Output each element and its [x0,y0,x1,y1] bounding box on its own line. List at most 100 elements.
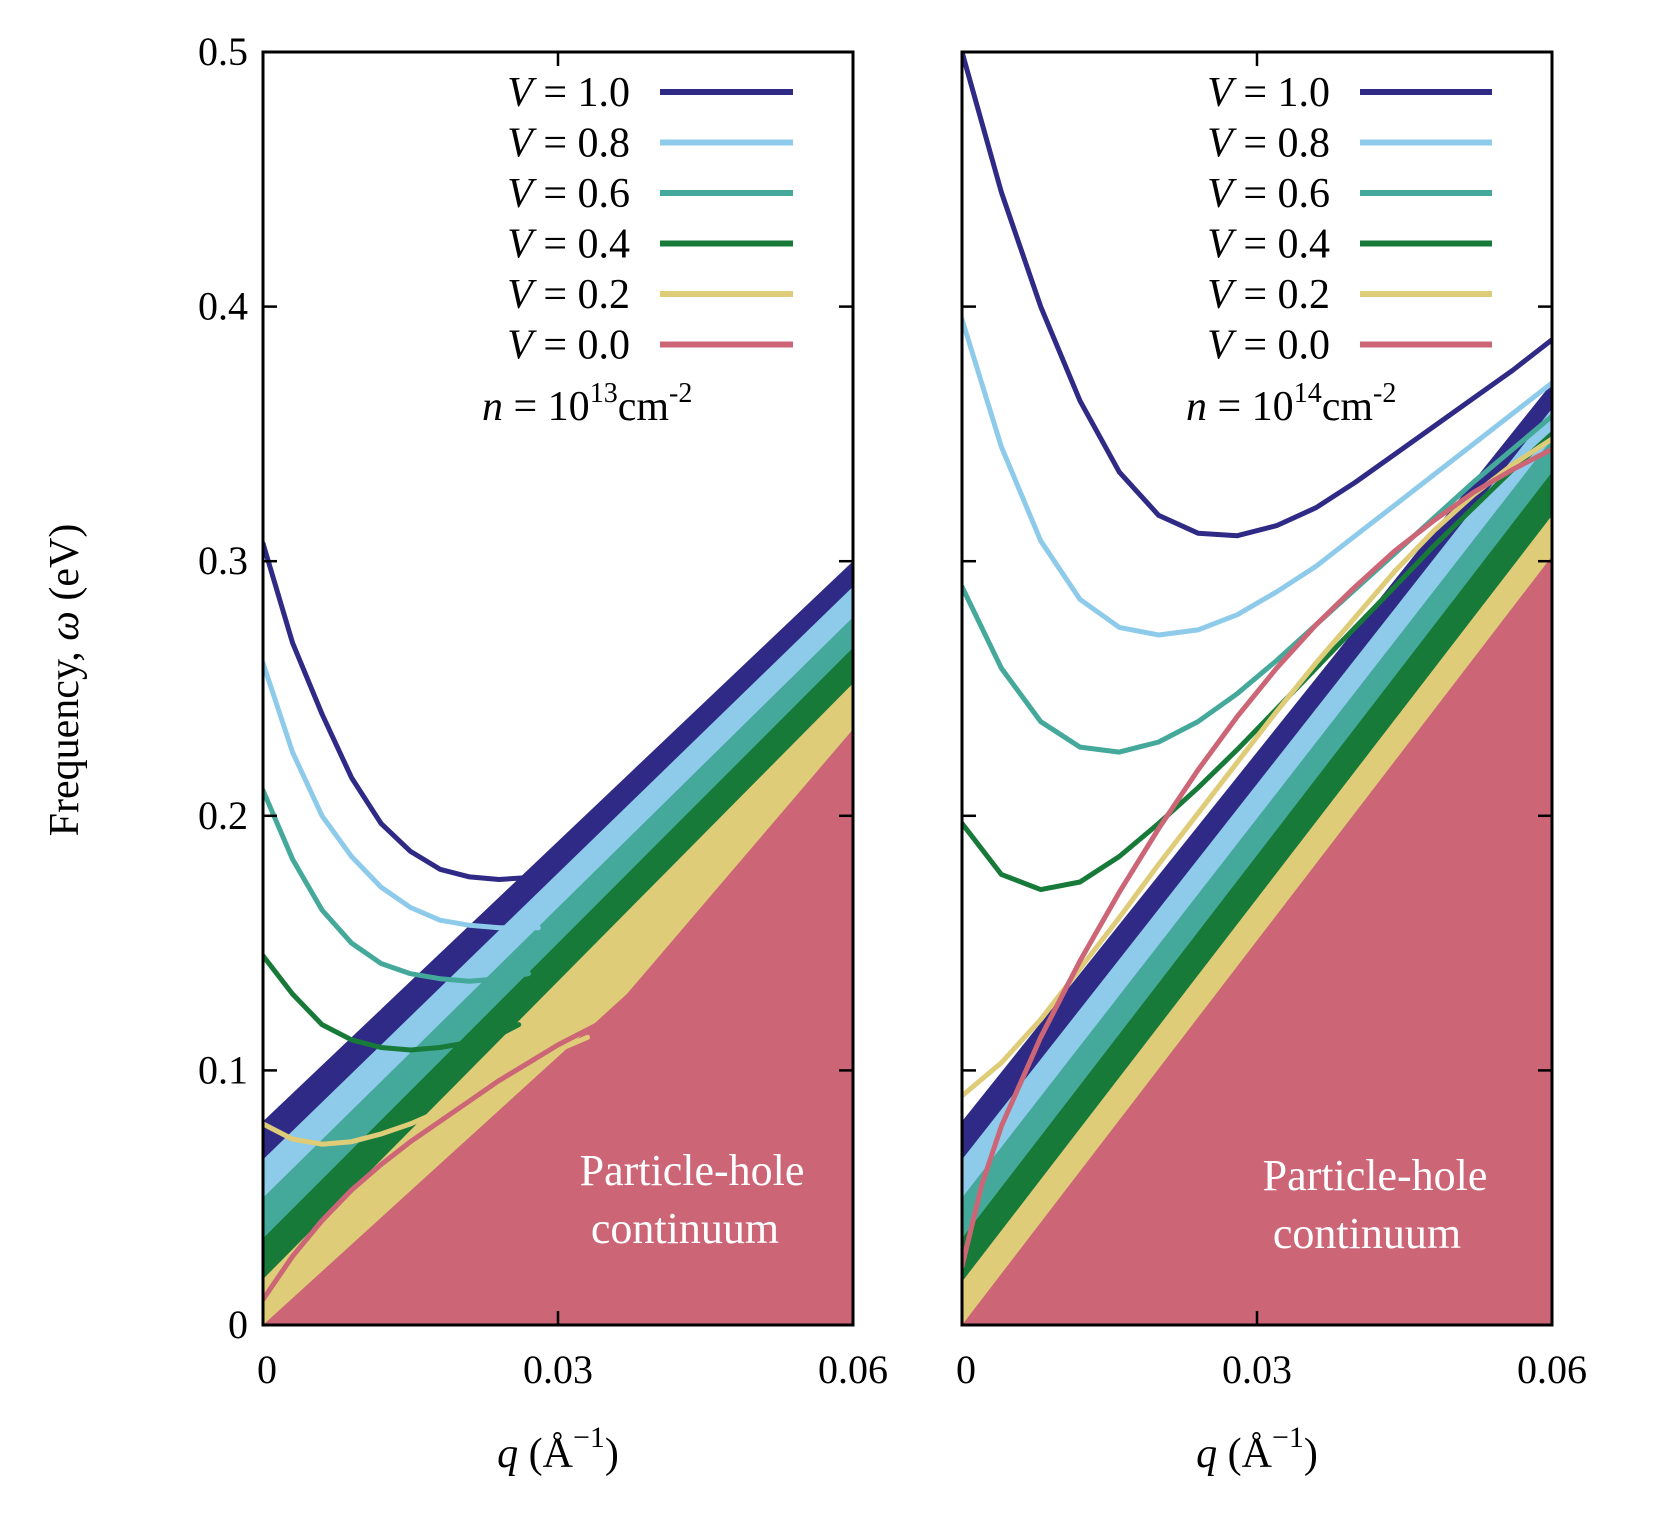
legend-label-v-0-8: V = 0.8 [1207,121,1330,167]
plasmon-curves [263,540,610,1302]
continuum-label-line1: Particle-hole [580,1146,805,1195]
x-tick-label: 0 [257,1347,277,1392]
x-axis-unit-open: ( [1217,1431,1242,1477]
y-tick-label: 0 [228,1302,248,1347]
x-tick-label: 0.03 [523,1347,593,1392]
x-axis-unit: Å [1242,1431,1273,1477]
x-axis-symbol: q [497,1431,518,1477]
x-tick-label: 0.06 [1517,1347,1587,1392]
x-axis-unit-exponent: −1 [1272,1421,1304,1454]
density-label: n = 1014cm-2 [1186,378,1396,430]
legend-var: V [1207,121,1237,167]
y-tick-label: 0.1 [198,1047,248,1092]
legend-label-v-0-4: V = 0.4 [1207,222,1330,268]
legend-value: = 0.6 [1233,171,1330,217]
legend-var: V [507,323,537,369]
legend-label-v-0-0: V = 0.0 [507,323,630,369]
density-symbol: n [482,384,503,430]
right-panel: Particle-hole continuum V = 1.0V = 0.8V … [956,50,1587,1477]
density-base: = 10 [503,384,590,430]
y-tick-label: 0.5 [198,29,248,74]
x-axis-unit-close: ) [1304,1431,1318,1477]
legend-label-v-0-4: V = 0.4 [507,222,630,268]
continuum-band-v-0-0 [263,729,853,1325]
legend-value: = 0.6 [533,171,630,217]
density-symbol: n [1186,384,1207,430]
continuum-label-line2: continuum [591,1204,779,1253]
continuum-label-line1: Particle-hole [1263,1151,1488,1200]
legend-value: = 0.8 [533,121,630,167]
legend: V = 1.0V = 0.8V = 0.6V = 0.4V = 0.2V = 0… [1207,70,1492,369]
legend-value: = 0.4 [1233,222,1330,268]
x-axis-unit-close: ) [605,1431,619,1477]
legend-label-v-1-0: V = 1.0 [507,70,630,116]
y-axis-label-prefix: Frequency, [42,641,88,837]
plasmon-curve-v-0-0 [962,446,1552,1269]
x-tick-label: 0 [956,1347,976,1392]
continuum-label-line2: continuum [1273,1209,1461,1258]
legend-var: V [1207,323,1237,369]
x-axis-symbol: q [1196,1431,1217,1477]
y-axis-label-unit: (eV) [42,524,88,611]
legend: V = 1.0V = 0.8V = 0.6V = 0.4V = 0.2V = 0… [507,70,793,369]
axis-ticks: 0 0.1 0.2 0.3 0.4 0.5 0 0.03 0.06 [198,29,888,1392]
legend-label-v-1-0: V = 1.0 [1207,70,1330,116]
continuum-label: Particle-hole continuum [1263,1151,1488,1258]
legend-value: = 1.0 [533,70,630,116]
density-label: n = 1013cm-2 [482,378,692,430]
legend-value: = 0.0 [1233,323,1330,369]
y-tick-label: 0.4 [198,284,248,329]
legend-var: V [1207,272,1237,318]
legend-var: V [507,272,537,318]
plasmon-curve-v-0-4 [263,953,522,1053]
legend-value: = 0.2 [533,272,630,318]
continuum-band-v-0-0 [962,556,1552,1325]
plasmon-curve-v-0-4 [962,431,1552,893]
plasmon-curve-v-0-8 [263,660,541,931]
x-tick-label: 0.03 [1222,1347,1292,1392]
legend-value: = 0.2 [1233,272,1330,318]
x-axis-unit: Å [543,1431,574,1477]
density-unit-exponent: -2 [1373,378,1396,409]
plasmon-curve-v-1-0 [962,52,1552,539]
density-exponent: 14 [1294,378,1322,409]
legend-var: V [507,222,537,268]
density-unit: cm [1322,384,1374,430]
left-panel: Particle-hole continuum V = 1.0V = 0.8V … [198,29,888,1477]
legend-var: V [1207,222,1237,268]
legend-var: V [1207,70,1237,116]
x-axis-unit-exponent: −1 [573,1421,605,1454]
plasmon-curve-v-0-6 [962,413,1552,755]
plasmon-curve-v-0-8 [962,316,1552,638]
legend-value: = 0.8 [1233,121,1330,167]
legend-value: = 0.4 [533,222,630,268]
legend-label-v-0-2: V = 0.2 [1207,272,1330,318]
density-base: = 10 [1207,384,1294,430]
continuum-bands [962,382,1552,1325]
legend-value: = 0.0 [533,323,630,369]
legend-var: V [507,121,537,167]
y-axis-label-symbol: ω [42,611,88,641]
legend-value: = 1.0 [1233,70,1330,116]
y-tick-label: 0.2 [198,793,248,838]
legend-label-v-0-2: V = 0.2 [507,272,630,318]
legend-label-v-0-6: V = 0.6 [507,171,630,217]
legend-label-v-0-0: V = 0.0 [1207,323,1330,369]
legend-label-v-0-6: V = 0.6 [1207,171,1330,217]
x-axis-unit-open: ( [518,1431,543,1477]
density-exponent: 13 [590,378,618,409]
plasmon-curve-v-1-0 [263,540,541,882]
y-tick-label: 0.3 [198,538,248,583]
legend-var: V [507,171,537,217]
plasmon-curves [962,52,1552,1269]
y-axis-label: Frequency, ω (eV) [42,524,88,837]
plasmon-curve-v-0-0 [263,1017,610,1302]
x-axis-label: q (Å−1) [497,1421,619,1477]
density-unit: cm [618,384,670,430]
legend-var: V [507,70,537,116]
plasmon-curve-v-0-6 [263,787,531,984]
continuum-label: Particle-hole continuum [580,1146,805,1253]
x-tick-label: 0.06 [818,1347,888,1392]
plasmon-curve-v-0-2 [263,1034,590,1147]
